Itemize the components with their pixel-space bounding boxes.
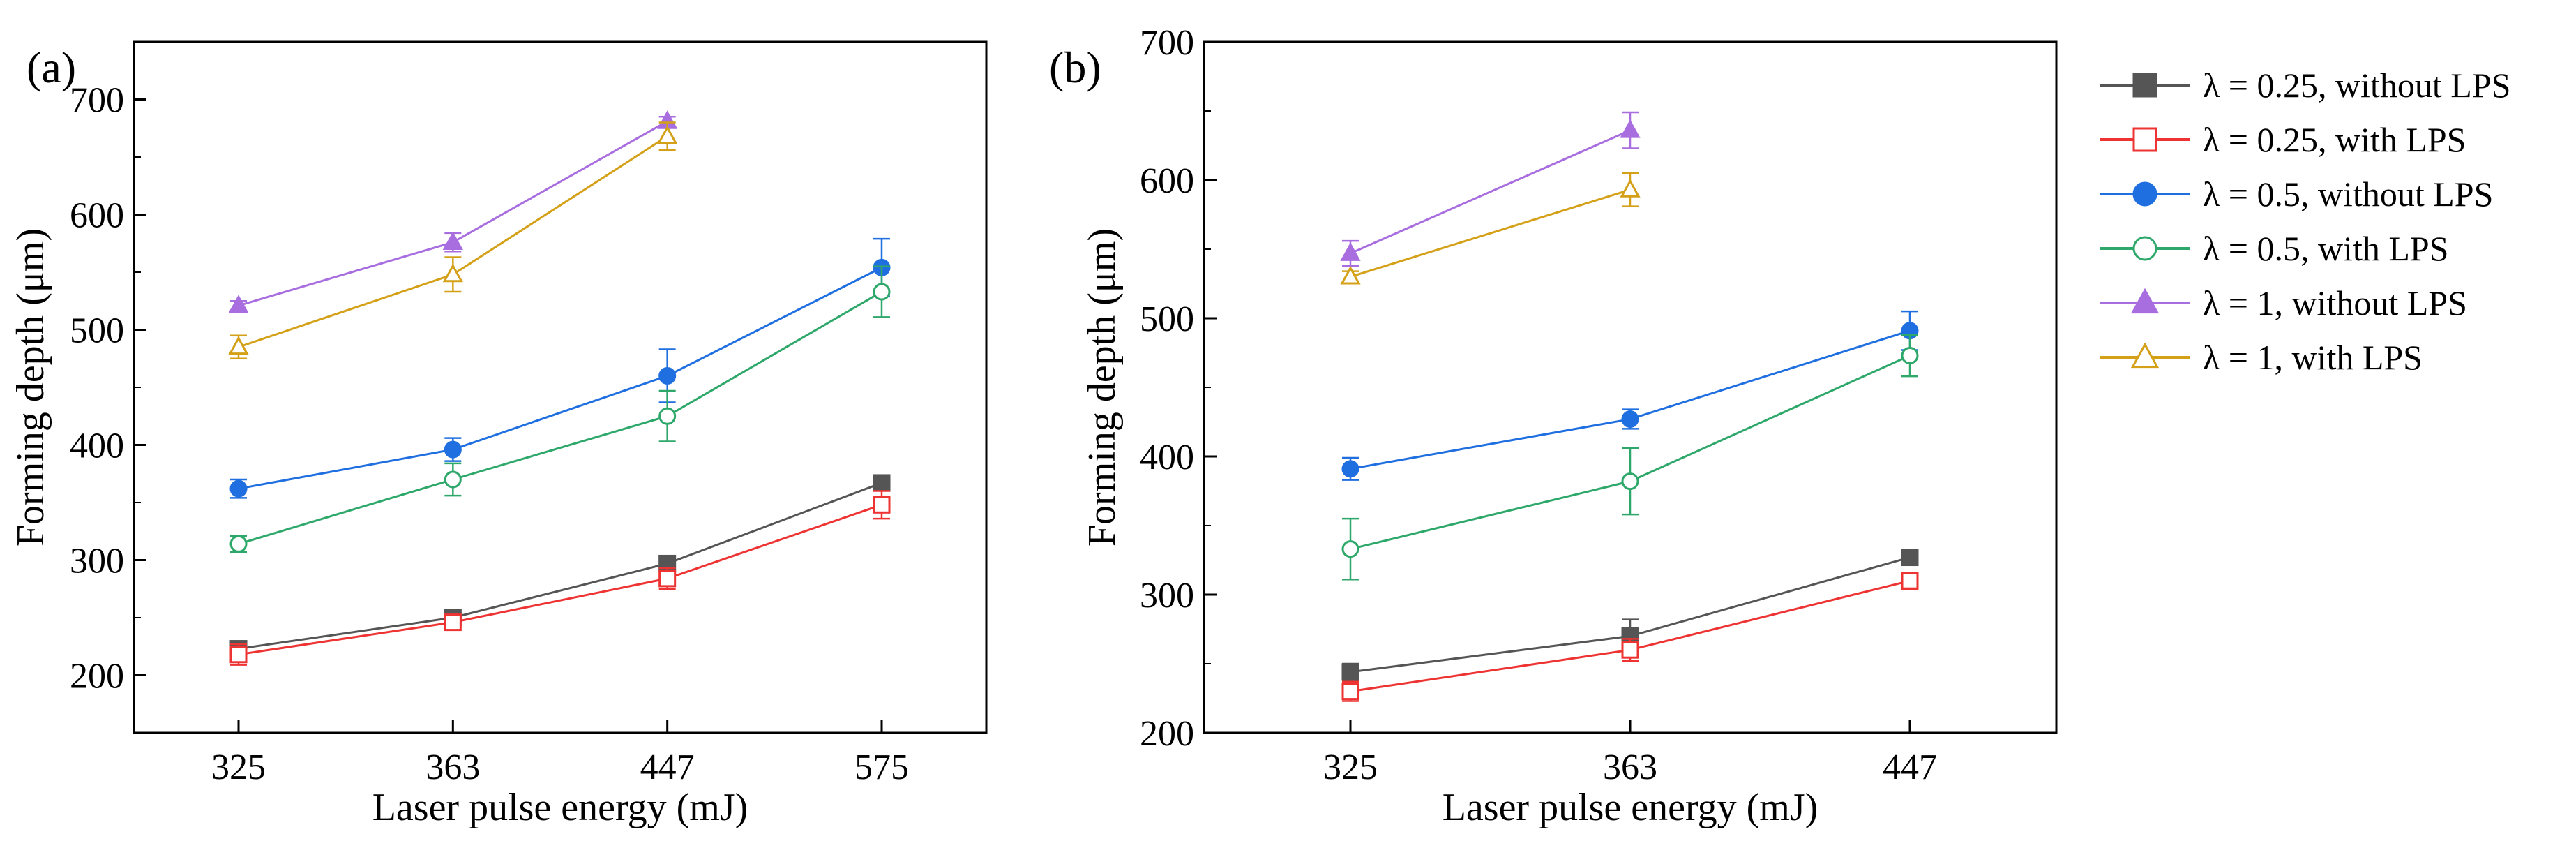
x-axis-label: Laser pulse energy (mJ) [1443,786,1818,829]
y-tick-label: 300 [1140,576,1194,616]
panel-label: (a) [27,43,76,92]
data-point [444,440,462,459]
y-axis-label: Forming depth (μm) [1080,228,1124,546]
data-point [1901,346,1919,364]
data-point [1621,410,1639,429]
series-1 [229,490,891,666]
data-point [1341,683,1359,701]
data-point [658,570,677,588]
y-tick-label: 200 [1140,714,1194,754]
series-line [1350,129,1631,255]
data-point [657,125,678,144]
x-tick-label: 325 [211,747,266,787]
series-line [238,482,882,650]
series-2 [1341,310,1919,481]
legend-marker-icon [2132,181,2157,207]
legend-marker-icon [2132,236,2157,261]
data-point [658,407,677,425]
data-point [442,231,463,251]
series-2 [229,237,891,499]
data-point [1901,549,1919,567]
data-point [444,613,462,632]
legend-item-2: λ = 0.5, without LPS [2100,174,2493,214]
legend-item-1: λ = 0.25, with LPS [2100,120,2466,159]
series-5 [228,121,678,359]
data-point [1621,641,1639,659]
data-point [229,646,248,664]
data-point [228,295,249,313]
data-point [1620,119,1641,138]
plot-frame [133,40,988,734]
data-point [1340,265,1361,285]
y-tick-label: 400 [1140,438,1194,477]
data-point [229,479,248,498]
data-point [873,283,891,301]
x-tick-label: 447 [1883,747,1937,787]
data-point [1901,572,1919,590]
data-point [1621,472,1639,491]
data-point [229,535,248,553]
legend-label: λ = 0.25, without LPS [2203,66,2510,105]
data-point [228,336,249,355]
data-point [1341,460,1359,478]
legend-label: λ = 0.5, with LPS [2203,229,2449,268]
legend-item-0: λ = 0.25, without LPS [2100,66,2510,105]
y-tick-label: 700 [1140,23,1194,63]
legend-item-5: λ = 1, with LPS [2100,338,2423,377]
legend-marker-icon [2130,288,2160,314]
data-point [873,496,891,514]
data-point [658,367,677,385]
x-tick-label: 363 [1603,747,1657,787]
legend-label: λ = 0.5, without LPS [2203,174,2493,214]
legend-label: λ = 1, with LPS [2203,338,2423,377]
data-point [442,263,463,283]
y-tick-label: 500 [1140,299,1194,339]
panel-a: 200 300 400 500 600 700 325 363 447 575 Laser puls… [9,40,988,829]
series-line [238,290,882,545]
data-point [873,474,891,492]
legend-label: λ = 0.25, with LPS [2203,120,2466,159]
y-tick-label: 700 [70,81,124,121]
x-tick-label: 363 [425,747,480,787]
series-line [238,267,882,490]
series-5 [1340,172,1641,285]
legend-label: λ = 1, without LPS [2203,283,2467,322]
panel-label: (b) [1049,43,1101,92]
series-3 [1341,334,1919,581]
data-point [1341,540,1359,558]
data-point [444,470,462,489]
series-0 [1341,549,1919,682]
y-tick-label: 600 [1140,161,1194,201]
legend-item-4: λ = 1, without LPS [2100,283,2467,322]
legend-marker-icon [2132,127,2157,152]
series-line [1350,188,1631,278]
x-axis-label: Laser pulse energy (mJ) [372,786,748,829]
legend-item-3: λ = 0.5, with LPS [2100,229,2449,268]
legend-marker-icon [2132,73,2157,98]
x-tick-label: 325 [1323,747,1378,787]
legend: λ = 0.25, without LPS λ = 0.25, with LPS λ… [2100,66,2510,377]
series-4 [228,110,678,313]
y-axis-label: Forming depth (μm) [9,228,52,546]
data-point [1340,242,1361,261]
legend-marker-icon [2130,342,2160,369]
panel-b: 200 300 400 500 600 700 325 363 447 Laser pulse e… [1049,23,2058,829]
x-tick-label: 575 [854,747,909,787]
y-tick-label: 400 [70,426,124,466]
y-tick-label: 600 [70,196,124,236]
series-0 [229,474,891,658]
data-point [1341,663,1359,681]
y-tick-label: 500 [70,311,124,351]
series-line [238,503,882,656]
x-tick-label: 447 [640,747,695,787]
series-1 [1341,572,1919,702]
y-tick-label: 300 [70,542,124,581]
y-tick-label: 200 [70,657,124,697]
data-point [1620,179,1641,198]
series-4 [1340,111,1641,267]
series-3 [229,265,891,553]
